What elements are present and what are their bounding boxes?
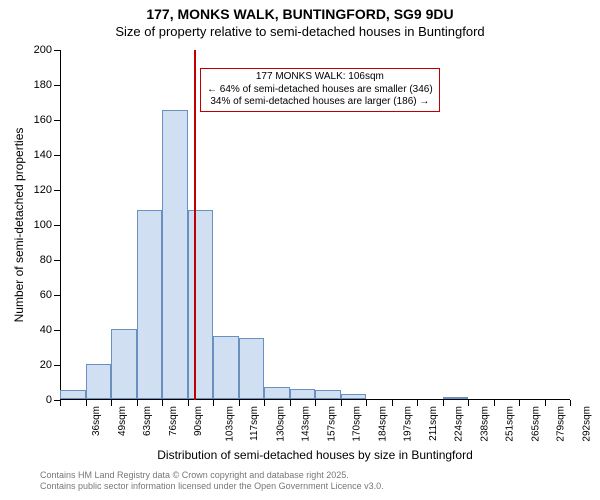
- x-tick: [188, 400, 189, 406]
- y-axis-title-text: Number of semi-detached properties: [12, 128, 26, 323]
- annotation-line-3: 34% of semi-detached houses are larger (…: [205, 96, 435, 109]
- y-tick-label: 20: [40, 359, 60, 371]
- histogram-bar: [443, 397, 469, 399]
- x-tick-label: 251sqm: [505, 406, 516, 442]
- y-tick-label: 80: [40, 254, 60, 266]
- x-tick-label: 76sqm: [168, 406, 179, 436]
- x-tick: [570, 400, 571, 406]
- x-tick-label: 36sqm: [91, 406, 102, 436]
- annotation-line-1: 177 MONKS WALK: 106sqm: [205, 71, 435, 84]
- x-tick-label: 49sqm: [117, 406, 128, 436]
- x-tick-label: 197sqm: [403, 406, 414, 442]
- y-axis-title: Number of semi-detached properties: [12, 50, 26, 400]
- x-tick: [341, 400, 342, 406]
- x-tick: [264, 400, 265, 406]
- annotation-line-2: ← 64% of semi-detached houses are smalle…: [205, 84, 435, 97]
- x-tick-label: 211sqm: [427, 406, 438, 441]
- x-tick: [239, 400, 240, 406]
- x-tick: [111, 400, 112, 406]
- x-tick-label: 279sqm: [556, 406, 567, 442]
- y-tick-label: 140: [34, 149, 60, 161]
- histogram-bar: [264, 387, 290, 399]
- x-tick: [545, 400, 546, 406]
- histogram-bar: [239, 338, 265, 399]
- x-tick: [366, 400, 367, 406]
- x-axis-title: Distribution of semi-detached houses by …: [60, 448, 570, 462]
- chart-title-1: 177, MONKS WALK, BUNTINGFORD, SG9 9DU: [0, 6, 600, 22]
- histogram-bar: [111, 329, 137, 399]
- plot-area: 02040608010012014016018020036sqm49sqm63s…: [60, 50, 570, 400]
- x-tick-label: 130sqm: [275, 406, 286, 442]
- chart-title-2: Size of property relative to semi-detach…: [0, 24, 600, 39]
- x-tick: [60, 400, 61, 406]
- footer-line-1: Contains HM Land Registry data © Crown c…: [40, 470, 384, 481]
- x-tick-label: 170sqm: [352, 406, 363, 442]
- histogram-bar: [60, 390, 86, 399]
- x-tick: [290, 400, 291, 406]
- x-tick: [494, 400, 495, 406]
- histogram-bar: [213, 336, 239, 399]
- x-tick-label: 224sqm: [454, 406, 465, 442]
- histogram-bar: [188, 210, 214, 399]
- histogram-bar: [162, 110, 188, 399]
- y-tick-label: 60: [40, 289, 60, 301]
- histogram-bar: [290, 389, 316, 400]
- x-tick: [162, 400, 163, 406]
- y-tick-label: 100: [34, 219, 60, 231]
- y-tick-label: 120: [34, 184, 60, 196]
- histogram-bar: [137, 210, 163, 399]
- x-tick: [443, 400, 444, 406]
- y-tick-label: 40: [40, 324, 60, 336]
- x-tick-label: 157sqm: [326, 406, 337, 442]
- histogram-bar: [315, 390, 341, 399]
- x-tick-label: 143sqm: [301, 406, 312, 442]
- y-tick-label: 160: [34, 114, 60, 126]
- x-tick-label: 63sqm: [142, 406, 153, 436]
- x-tick-label: 238sqm: [479, 406, 490, 442]
- marker-line: [194, 50, 196, 400]
- x-tick: [86, 400, 87, 406]
- footer: Contains HM Land Registry data © Crown c…: [40, 470, 384, 493]
- x-tick: [468, 400, 469, 406]
- histogram-bar: [86, 364, 112, 399]
- x-tick-label: 184sqm: [377, 406, 388, 442]
- y-tick-label: 180: [34, 79, 60, 91]
- x-tick: [417, 400, 418, 406]
- x-tick-label: 292sqm: [581, 406, 592, 442]
- x-tick: [213, 400, 214, 406]
- x-tick-label: 103sqm: [224, 406, 235, 442]
- chart-titles: 177, MONKS WALK, BUNTINGFORD, SG9 9DU Si…: [0, 0, 600, 39]
- x-tick-label: 265sqm: [530, 406, 541, 442]
- chart-container: 177, MONKS WALK, BUNTINGFORD, SG9 9DU Si…: [0, 0, 600, 500]
- annotation-box: 177 MONKS WALK: 106sqm← 64% of semi-deta…: [200, 68, 440, 112]
- x-tick-label: 90sqm: [193, 406, 204, 436]
- histogram-bar: [341, 394, 367, 399]
- x-tick-label: 117sqm: [249, 406, 260, 441]
- x-tick: [137, 400, 138, 406]
- x-tick: [315, 400, 316, 406]
- y-tick-label: 200: [34, 44, 60, 56]
- x-tick: [519, 400, 520, 406]
- footer-line-2: Contains public sector information licen…: [40, 481, 384, 492]
- y-axis-line: [60, 50, 61, 400]
- y-tick-label: 0: [46, 394, 60, 406]
- x-tick: [392, 400, 393, 406]
